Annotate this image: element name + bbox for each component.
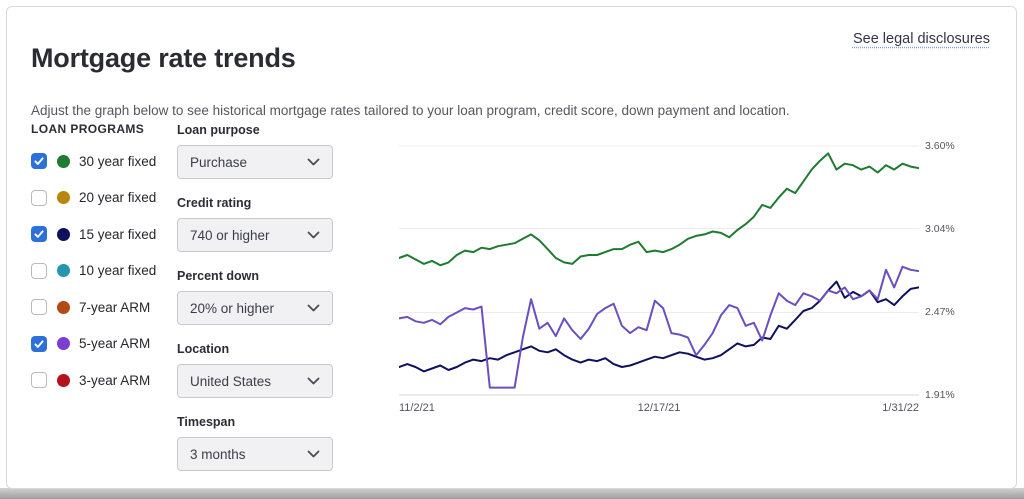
chart-plot-area[interactable] bbox=[399, 141, 919, 406]
y-axis-tick: 3.60% bbox=[925, 140, 955, 152]
filters-panel: Loan purpose Purchase Credit rating 740 … bbox=[177, 123, 333, 488]
select-percent-down[interactable]: 20% or higher bbox=[177, 291, 333, 325]
filter-group: Percent down 20% or higher bbox=[177, 269, 333, 325]
checkbox[interactable] bbox=[31, 189, 47, 206]
chevron-down-icon bbox=[307, 231, 320, 240]
chevron-down-icon bbox=[307, 377, 320, 386]
checkbox[interactable] bbox=[31, 335, 47, 352]
chevron-down-icon bbox=[307, 158, 320, 167]
loan-programs-panel: LOAN PROGRAMS 30 year fixed 20 year fixe… bbox=[31, 122, 176, 407]
x-axis: 11/2/21 12/17/21 1/31/22 bbox=[399, 402, 919, 418]
page-bottom-shadow bbox=[0, 488, 1024, 499]
select-loan-purpose[interactable]: Purchase bbox=[177, 145, 333, 179]
select-credit-rating[interactable]: 740 or higher bbox=[177, 218, 333, 252]
filter-group: Timespan 3 months bbox=[177, 415, 333, 471]
program-label: 10 year fixed bbox=[79, 263, 157, 278]
program-color-dot bbox=[57, 227, 70, 241]
series-line-30-year-fixed bbox=[399, 152, 919, 267]
program-label: 3-year ARM bbox=[79, 372, 151, 388]
program-label: 20 year fixed bbox=[79, 190, 157, 205]
chevron-down-icon bbox=[307, 304, 320, 313]
filter-label: Credit rating bbox=[177, 196, 252, 210]
filter-label: Percent down bbox=[177, 269, 259, 283]
loan-program-30-year-fixed[interactable]: 30 year fixed bbox=[31, 151, 176, 171]
loan-program-10-year-fixed[interactable]: 10 year fixed bbox=[31, 261, 176, 281]
program-color-dot bbox=[57, 373, 70, 387]
filter-select-value: United States bbox=[190, 373, 272, 389]
page-subtitle: Adjust the graph below to see historical… bbox=[31, 102, 790, 118]
checkbox[interactable] bbox=[31, 262, 47, 279]
x-axis-tick-end: 1/31/22 bbox=[882, 402, 919, 414]
legal-disclosures-link[interactable]: See legal disclosures bbox=[852, 31, 990, 47]
chevron-down-icon bbox=[307, 450, 320, 459]
checkbox[interactable] bbox=[31, 299, 47, 315]
mortgage-rate-trends-card: Mortgage rate trends See legal disclosur… bbox=[6, 6, 1017, 489]
filter-select-value: Purchase bbox=[190, 154, 248, 170]
checkbox[interactable] bbox=[31, 226, 47, 242]
program-color-dot bbox=[57, 191, 70, 204]
loan-programs-list: 30 year fixed 20 year fixed 15 year fixe… bbox=[31, 151, 176, 390]
filter-label: Loan purpose bbox=[177, 123, 260, 137]
rate-chart: 3.60% 3.04% 2.47% 1.91% 11/2/21 12/17/21 1/… bbox=[399, 140, 974, 436]
filter-group: Credit rating 740 or higher bbox=[177, 196, 333, 252]
select-timespan[interactable]: 3 months bbox=[177, 437, 333, 471]
series-line-5-year-arm bbox=[399, 265, 919, 389]
program-label: 5-year ARM bbox=[79, 336, 151, 351]
filter-group: Loan purpose Purchase bbox=[177, 123, 333, 179]
checkbox[interactable] bbox=[31, 153, 47, 169]
filter-label: Location bbox=[177, 342, 230, 356]
checkbox[interactable] bbox=[31, 372, 47, 388]
filter-select-value: 740 or higher bbox=[190, 227, 270, 243]
loan-program-5-year-arm[interactable]: 5-year ARM bbox=[31, 334, 176, 354]
program-label: 15 year fixed bbox=[79, 226, 157, 242]
loan-program-20-year-fixed[interactable]: 20 year fixed bbox=[31, 188, 176, 208]
x-axis-tick-start: 11/2/21 bbox=[399, 402, 435, 414]
y-axis-tick: 3.04% bbox=[925, 222, 955, 235]
y-axis-tick: 1.91% bbox=[925, 389, 955, 401]
filter-select-value: 20% or higher bbox=[190, 300, 275, 316]
check-icon bbox=[34, 157, 44, 165]
select-location[interactable]: United States bbox=[177, 364, 333, 398]
filter-label: Timespan bbox=[177, 415, 236, 429]
loan-program-15-year-fixed[interactable]: 15 year fixed bbox=[31, 224, 176, 244]
check-icon bbox=[34, 339, 44, 348]
series-line-15-year-fixed bbox=[399, 280, 919, 373]
y-axis-tick: 2.47% bbox=[925, 306, 955, 319]
check-icon bbox=[34, 230, 44, 238]
x-axis-tick-mid: 12/17/21 bbox=[637, 402, 681, 414]
loan-program-7-year-arm[interactable]: 7-year ARM bbox=[31, 297, 176, 317]
program-color-dot bbox=[57, 154, 70, 168]
program-label: 30 year fixed bbox=[79, 153, 157, 169]
filter-select-value: 3 months bbox=[190, 446, 246, 462]
loan-programs-heading: LOAN PROGRAMS bbox=[31, 122, 145, 136]
program-color-dot bbox=[57, 337, 70, 350]
program-label: 7-year ARM bbox=[79, 299, 151, 315]
filter-group: Location United States bbox=[177, 342, 333, 398]
loan-program-3-year-arm[interactable]: 3-year ARM bbox=[31, 370, 176, 390]
program-color-dot bbox=[57, 264, 70, 277]
page-title: Mortgage rate trends bbox=[31, 43, 296, 74]
program-color-dot bbox=[57, 300, 70, 314]
